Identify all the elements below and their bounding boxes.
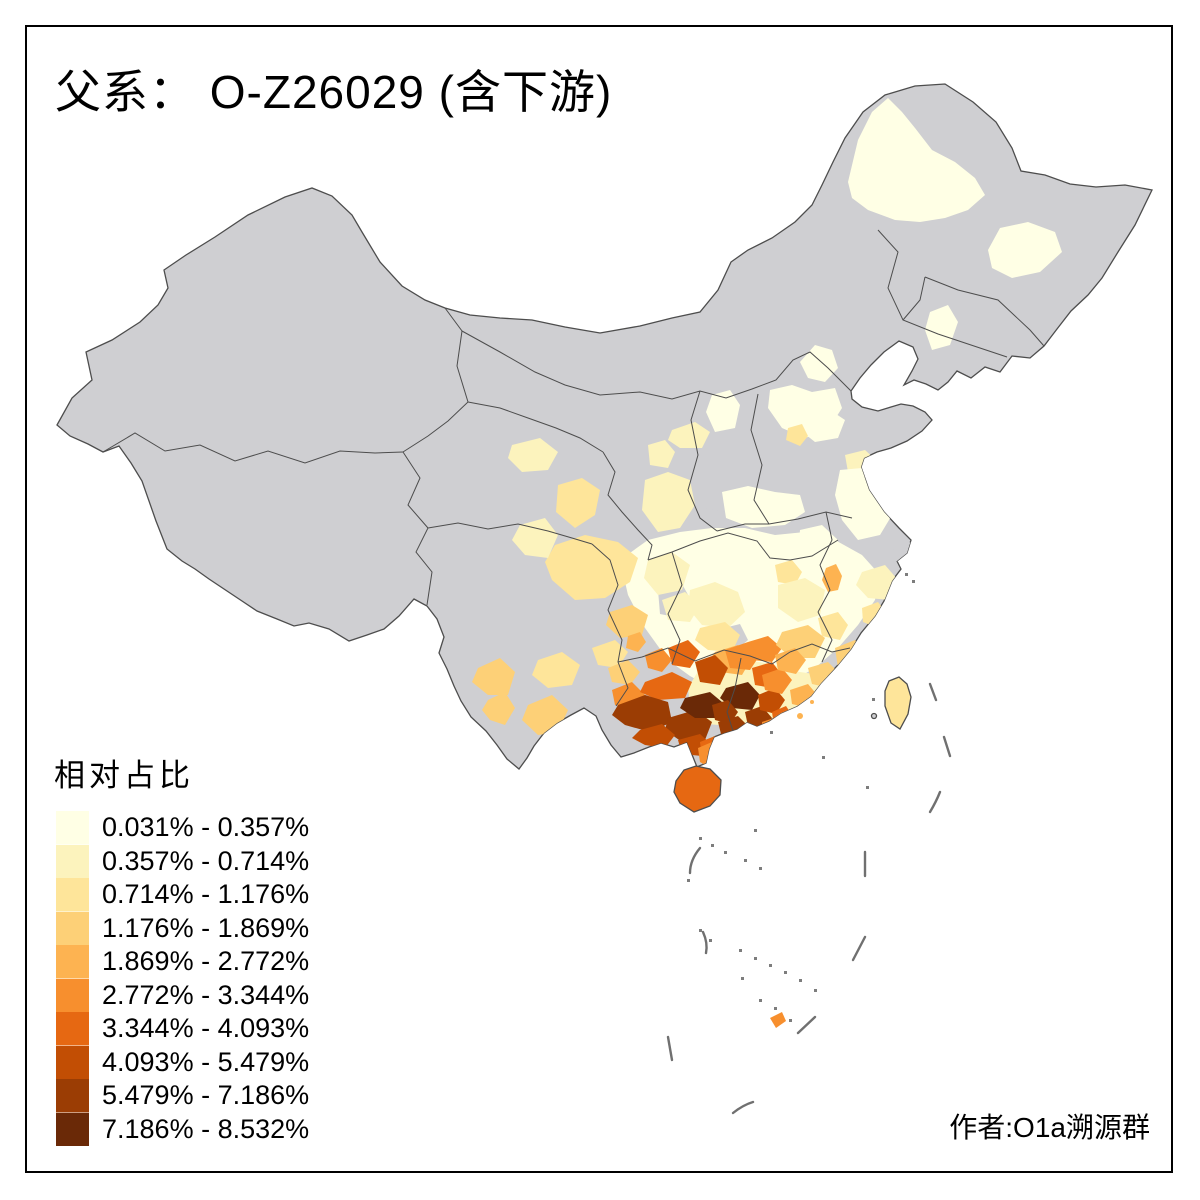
nine-dash-line — [666, 682, 952, 1115]
region-hubei — [700, 532, 768, 575]
page-title: 父系： O-Z26029 (含下游) — [55, 66, 613, 118]
region-kunming — [532, 652, 580, 688]
taiwan-island — [884, 676, 912, 730]
region-laibin — [680, 692, 722, 718]
legend-label: 5.479% - 7.186% — [102, 1080, 310, 1110]
legend-swatch — [56, 878, 89, 912]
region-hohhot-datong — [786, 424, 808, 446]
gd-islet-1 — [797, 713, 803, 719]
region-beijing — [800, 345, 838, 382]
region-hulunbuir-gray-dot — [947, 145, 957, 155]
spratly-orange-islet — [770, 1012, 786, 1028]
legend-swatch — [56, 1112, 89, 1146]
region-zhaoqing — [758, 688, 785, 714]
legend-label: 1.176% - 1.869% — [102, 912, 310, 943]
region-tongling — [822, 564, 842, 592]
region-guizhou-west — [592, 640, 628, 668]
legend-row: 0.031% - 0.357% — [56, 811, 309, 845]
region-harbin — [988, 222, 1062, 278]
legend-label: 4.093% - 5.479% — [102, 1046, 310, 1077]
region-hechi — [640, 672, 692, 700]
region-hulunbuir — [848, 98, 985, 222]
legend-swatch — [56, 978, 89, 1012]
legend-row: 4.093% - 5.479% — [56, 1045, 310, 1079]
legend-row: 5.479% - 7.186% — [56, 1079, 309, 1113]
region-baise — [612, 695, 672, 732]
region-zhejiang — [856, 565, 898, 600]
coastal-islets — [797, 700, 814, 719]
penghu-islet — [870, 712, 878, 720]
region-liuzhou — [695, 655, 728, 685]
region-anshun — [608, 660, 640, 685]
legend-swatch — [56, 945, 89, 979]
attribution: 作者:O1a溯源群 — [949, 1112, 1150, 1143]
region-jilin — [925, 305, 958, 350]
mainland-outline-group — [56, 83, 1153, 770]
legend-label: 3.344% - 4.093% — [102, 1013, 310, 1043]
region-qiandongnan — [668, 640, 700, 668]
region-jiangsu — [835, 468, 892, 540]
region-qingyuan — [762, 668, 792, 694]
region-gansu-central — [508, 438, 558, 472]
region-hunan-central — [688, 582, 745, 628]
province-borders — [102, 229, 1045, 732]
region-ganzhou — [776, 625, 825, 658]
region-xiamen — [838, 672, 858, 692]
gd-islet-2 — [810, 700, 814, 704]
region-gansu-se — [556, 478, 600, 528]
region-shandong — [800, 410, 845, 442]
legend-label: 7.186% - 8.532% — [102, 1113, 310, 1144]
region-yangjiang — [740, 724, 768, 748]
legend-swatch — [56, 1079, 89, 1113]
region-shaanxi — [642, 472, 695, 532]
region-luzhou — [626, 632, 646, 652]
region-chongzuo — [632, 724, 675, 748]
region-chongqing — [644, 552, 690, 595]
legend-row: 3.344% - 4.093% — [56, 1012, 309, 1046]
legend-row: 1.869% - 2.772% — [56, 945, 309, 979]
region-sichuan-west — [512, 518, 558, 558]
mainland-landmass — [56, 83, 1153, 770]
hainan-island — [673, 765, 722, 813]
legend-title: 相对占比 — [54, 758, 194, 793]
region-anhui-south — [798, 525, 838, 568]
legend-swatch — [56, 911, 89, 945]
legend-swatch — [56, 1012, 89, 1046]
region-chaoshan — [818, 686, 845, 707]
region-wuhan — [775, 560, 802, 585]
islands-group — [673, 676, 912, 813]
region-shanxi-north — [706, 390, 740, 432]
legend-label: 2.772% - 3.344% — [102, 979, 310, 1010]
region-ningxia — [648, 440, 675, 468]
legend-swatch — [56, 811, 89, 845]
legend: 相对占比 0.031% - 0.357% 0.357% - 0.714% 0.7… — [54, 750, 310, 1146]
region-dehong — [482, 692, 515, 725]
legend-row: 7.186% - 8.532% — [56, 1112, 310, 1146]
legend-swatch — [56, 844, 89, 878]
legend-row: 2.772% - 3.344% — [56, 978, 310, 1012]
legend-row: 1.176% - 1.869% — [56, 911, 310, 945]
region-jiangxi — [778, 578, 825, 622]
small-islands — [687, 573, 915, 1028]
legend-swatch — [56, 1045, 89, 1079]
region-yibin — [606, 605, 648, 638]
region-chengdu-basin — [545, 535, 638, 600]
region-shaoguan — [775, 648, 806, 674]
legend-label: 0.357% - 0.714% — [102, 845, 310, 876]
legend-label: 0.714% - 1.176% — [102, 879, 310, 909]
legend-label: 0.031% - 0.357% — [102, 812, 310, 842]
region-guilin — [725, 642, 760, 670]
legend-row: 0.714% - 1.176% — [56, 878, 309, 912]
region-yunnan-se — [565, 722, 598, 750]
region-yulin-shaanxi — [668, 422, 710, 448]
legend-row: 0.357% - 0.714% — [56, 844, 310, 878]
region-hunan-south — [695, 622, 740, 652]
region-maoming — [718, 732, 748, 755]
region-henan — [722, 486, 805, 528]
region-yunnan-west — [472, 658, 515, 695]
legend-label: 1.869% - 2.772% — [102, 946, 310, 976]
region-fujian-nw — [818, 612, 848, 640]
